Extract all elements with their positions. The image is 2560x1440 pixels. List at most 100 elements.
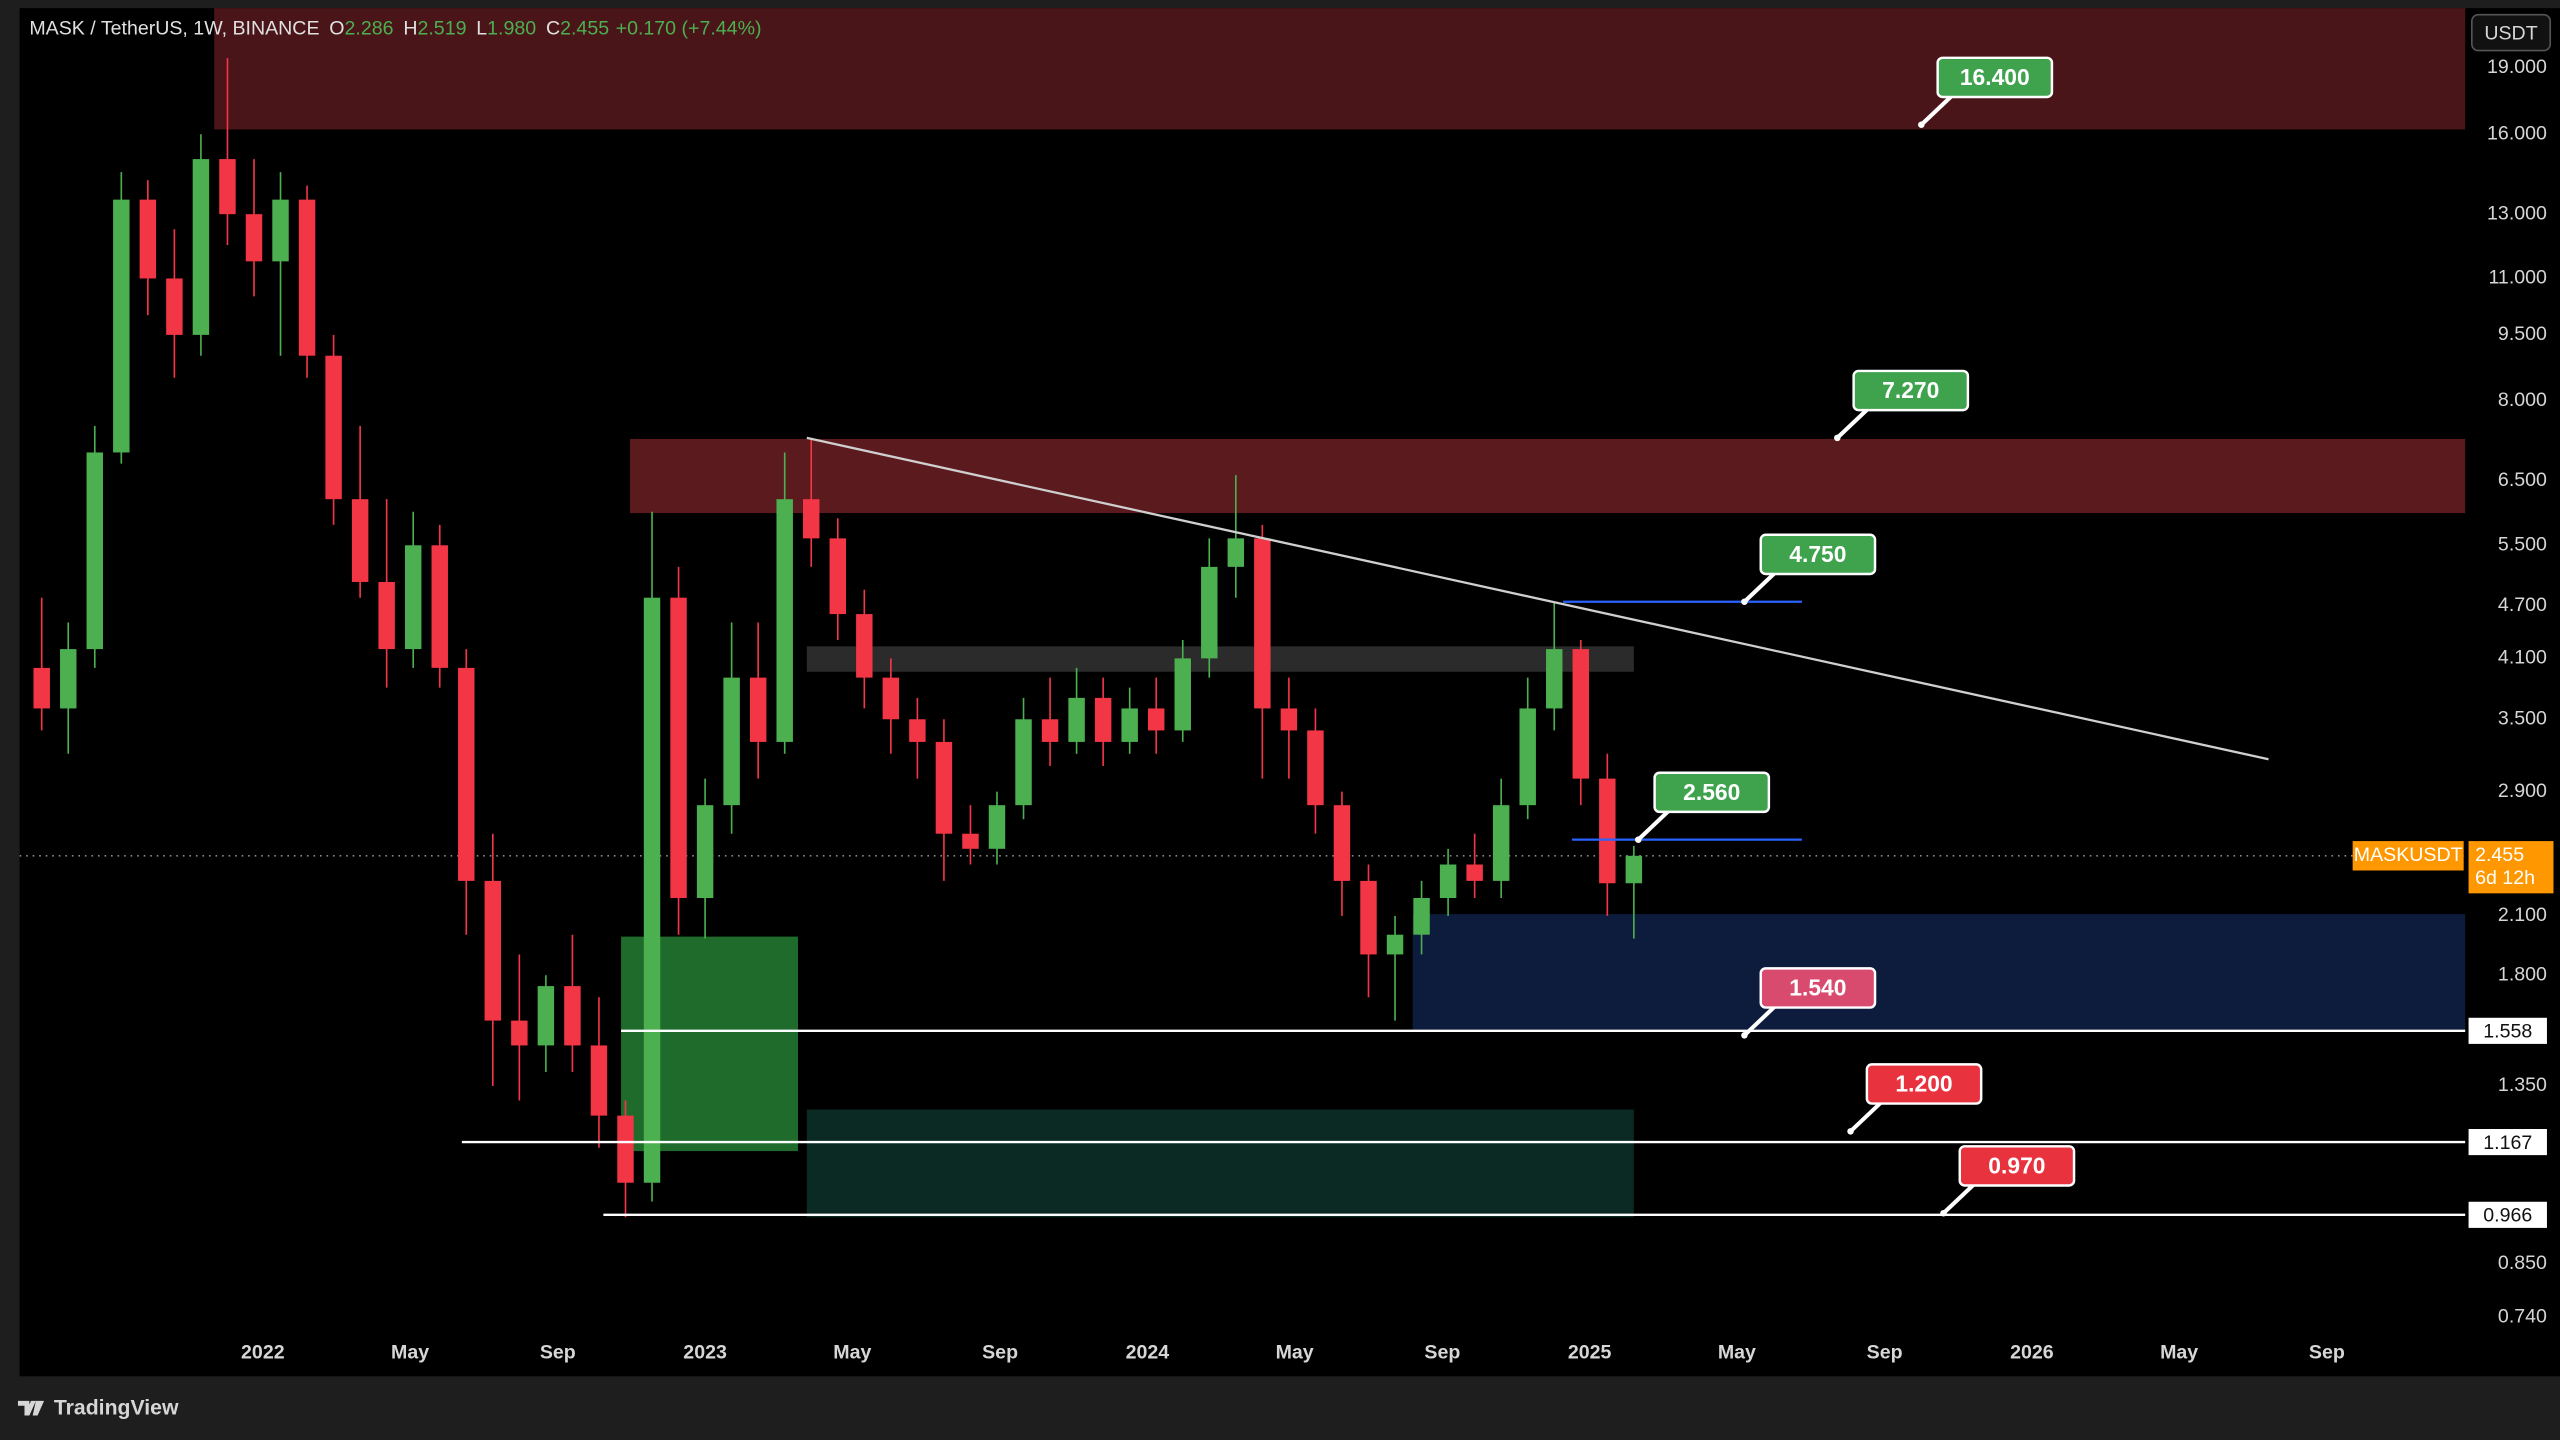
candle-body: [1360, 880, 1377, 955]
candle-body: [1492, 805, 1510, 881]
y-tick-label: 4.700: [2498, 594, 2547, 616]
y-tick-label: 0.850: [2498, 1252, 2547, 1274]
callout-point: [1635, 836, 1642, 843]
currency-button-box[interactable]: [2471, 13, 2552, 52]
callout-label: 4.750: [1789, 541, 1846, 567]
y-tick-label: 2.100: [2498, 904, 2547, 926]
candle-body: [404, 545, 422, 650]
x-tick-label: May: [1718, 1342, 1756, 1364]
candle-body: [298, 199, 316, 356]
zone: [806, 1109, 1634, 1218]
countdown: 6d 12h: [2475, 867, 2535, 889]
candle-body: [431, 545, 448, 668]
candle-body: [484, 880, 502, 1021]
callout-pointer: [1835, 407, 1870, 440]
candle-body: [670, 597, 687, 899]
candle-body: [1015, 719, 1032, 806]
price-label-box: [2468, 1129, 2547, 1156]
candle-body: [1625, 855, 1643, 884]
callout-point: [1834, 434, 1841, 442]
candle-body: [1227, 538, 1245, 567]
y-tick-label: 11.000: [2489, 267, 2548, 289]
y-tick-label: 2.900: [2498, 780, 2547, 802]
candle-body: [1439, 864, 1457, 899]
callout-pointer: [1636, 808, 1671, 842]
callout-label: 2.560: [1683, 779, 1740, 805]
y-tick-label: 0.740: [2498, 1306, 2547, 1328]
currency-button-label[interactable]: USDT: [2484, 22, 2537, 44]
callout-box: [1936, 56, 2054, 99]
candle-body: [219, 159, 236, 215]
callout-box: [1958, 1145, 2076, 1187]
candle-body: [1413, 898, 1430, 935]
header: MASK / TetherUS, 1W, BINANCE O2.286 H2.519…: [29, 18, 761, 40]
x-tick-label: 2023: [683, 1342, 727, 1364]
last-price-box: [2468, 841, 2554, 894]
currency-button[interactable]: USDT: [2471, 13, 2552, 52]
ohlc-key: L: [476, 18, 487, 40]
x-tick-label: 2022: [241, 1342, 285, 1364]
callout-point: [1940, 1209, 1947, 1217]
y-tick-label: 1.800: [2498, 963, 2547, 985]
candle-body: [1519, 708, 1536, 806]
candle-body: [856, 614, 873, 678]
y-tick-label: 4.100: [2498, 647, 2547, 669]
candle-body: [60, 649, 77, 709]
change: +0.170 (+7.44%): [616, 18, 762, 40]
x-tick-label: Sep: [1867, 1342, 1903, 1364]
candle-body: [511, 1020, 528, 1046]
candle-body: [139, 199, 157, 279]
candle-body: [643, 597, 661, 1183]
candle-body: [1280, 708, 1298, 731]
candle-body: [1121, 708, 1138, 742]
ohlc-value: 1.980: [487, 18, 536, 40]
x-tick-label: May: [2160, 1342, 2198, 1364]
candle-body: [33, 667, 50, 709]
candle-body: [537, 986, 555, 1046]
callout-point: [1847, 1128, 1854, 1135]
symbol-box: [2352, 841, 2464, 871]
candle-body: [1307, 730, 1324, 806]
callout-point: [1741, 598, 1748, 605]
brand-logo: [17, 1400, 45, 1416]
symbol-label: MASKUSDT: [2354, 844, 2463, 866]
candle-body: [1333, 805, 1351, 881]
header-title: MASK / TetherUS, 1W, BINANCE: [29, 18, 319, 40]
last-price-label: 2.455: [2475, 844, 2524, 866]
candle-body: [1254, 538, 1271, 709]
y-tick-label: 16.000: [2487, 122, 2547, 144]
price-label-box: [2468, 1017, 2547, 1044]
callout-point: [1741, 1032, 1748, 1039]
x-tick-label: 2024: [1126, 1342, 1170, 1364]
candle-body: [829, 538, 847, 615]
candle-body: [192, 159, 210, 335]
zone: [1412, 914, 2466, 1031]
candle-body: [696, 805, 714, 899]
candle-body: [749, 677, 767, 742]
x-tick-label: May: [1276, 1342, 1314, 1364]
price-label-box: [2468, 1201, 2547, 1228]
candle-body: [1466, 864, 1483, 881]
plot-layer: [19, 8, 2466, 1218]
callout-point: [1918, 121, 1925, 128]
price-label: 1.558: [2483, 1021, 2532, 1043]
candle-body: [272, 199, 289, 262]
ohlc-key: C: [546, 18, 560, 40]
zone: [806, 646, 1634, 672]
price-label: 1.167: [2483, 1132, 2532, 1154]
y-tick-label: 1.350: [2498, 1074, 2547, 1096]
zone: [214, 8, 2466, 130]
callout-label: 7.270: [1882, 377, 1939, 403]
zone: [629, 438, 2466, 514]
candle-body: [1599, 778, 1616, 884]
y-tick-label: 3.500: [2498, 707, 2547, 729]
candle-body: [113, 199, 130, 453]
candle-body: [458, 667, 475, 881]
candle-body: [617, 1115, 634, 1183]
callout-box: [1759, 533, 1877, 576]
candle-body: [1174, 658, 1191, 731]
ohlc-value: 2.286: [345, 18, 394, 40]
candle-body: [935, 741, 953, 834]
callout-box: [1852, 369, 1970, 412]
